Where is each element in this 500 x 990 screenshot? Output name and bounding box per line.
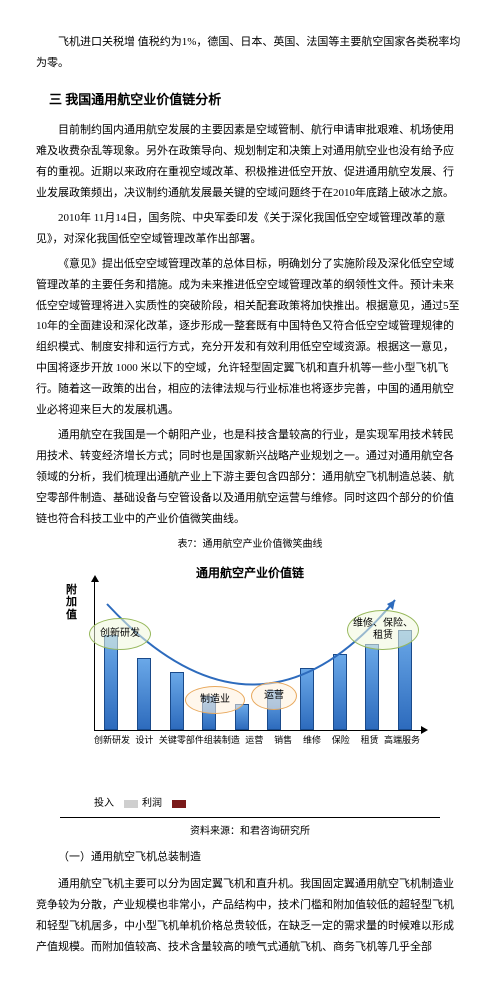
x-axis-arrow-icon [421, 726, 428, 734]
chart-x-ticks: 创新研发设计关键零部件组装制造运营销售维修保险租赁高端服务 [94, 732, 420, 749]
chart-bar [365, 644, 379, 730]
chart-legend: 投入 利润 [60, 794, 440, 813]
x-tick-label: 关键零部件 [159, 732, 204, 749]
chart-bar [300, 668, 314, 730]
chart-plot-area: 创新研发 制造业 运营 维修、保险、租赁 [94, 582, 421, 731]
para-5: 通用航空飞机主要可以分为固定翼飞机和直升机。我国固定翼通用航空飞机制造业竞争较为… [36, 874, 464, 958]
para-4: 通用航空在我国是一个朝阳产业，也是科技含量较高的行业，是实现军用技术转民用技术、… [36, 425, 464, 529]
x-tick-label: 维修 [298, 732, 327, 749]
chart-divider [60, 817, 440, 818]
para-1: 目前制约国内通用航空发展的主要因素是空域管制、航行申请审批艰难、机场使用难及收费… [36, 120, 464, 204]
chart-bar [333, 654, 347, 730]
x-tick-label: 销售 [269, 732, 298, 749]
section-3-title: 三 我国通用航空业价值链分析 [49, 88, 464, 113]
para-2: 2010年 11月14日，国务院、中央军委印发《关于深化我国低空空域管理改革的意… [36, 208, 464, 250]
para-3: 《意见》提出低空空域管理改革的总体目标，明确划分了实施阶段及深化低空空域管理改革… [36, 254, 464, 421]
subsection-1-title: （一）通用航空飞机总装制造 [36, 847, 464, 868]
x-tick-label: 租赁 [355, 732, 384, 749]
chart-bar [137, 658, 151, 730]
x-tick-label: 组装制造 [204, 732, 240, 749]
legend-input-swatch-icon [124, 800, 138, 808]
bubble-operation: 运营 [251, 682, 297, 710]
x-tick-label: 保险 [326, 732, 355, 749]
chart-bar [170, 672, 184, 730]
smile-curve-chart: 通用航空产业价值链 附加值 创新研发 制造业 运营 维修、保险、租赁 创新研发设… [60, 556, 440, 818]
intro-para: 飞机进口关税增 值税约为1%，德国、日本、英国、法国等主要航空国家各类税率均为零… [36, 32, 464, 74]
y-axis-arrow-icon [91, 575, 99, 582]
legend-profit-label: 利润 [142, 794, 162, 813]
legend-input-label: 投入 [94, 794, 114, 813]
chart-source: 资料来源：和君咨询研究所 [36, 822, 464, 841]
x-tick-label: 创新研发 [94, 732, 130, 749]
x-tick-label: 设计 [130, 732, 159, 749]
legend-profit-swatch-icon [172, 800, 186, 808]
x-tick-label: 运营 [240, 732, 269, 749]
bubble-innovation: 创新研发 [89, 618, 151, 650]
chart-caption: 表7：通用航空产业价值微笑曲线 [36, 535, 464, 554]
chart-ylabel: 附加值 [66, 584, 78, 620]
x-tick-label: 高端服务 [384, 732, 420, 749]
